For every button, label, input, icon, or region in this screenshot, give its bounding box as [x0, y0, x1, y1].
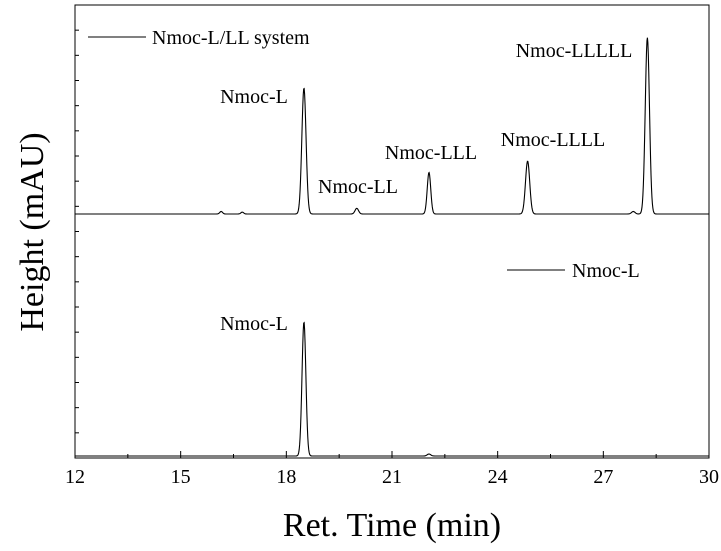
x-axis-ticks: 12 15 18 21 24 27 30: [65, 451, 719, 488]
traces: [75, 37, 709, 457]
x-tick-label: 12: [65, 466, 85, 488]
peak-label: Nmoc-L: [220, 313, 288, 335]
x-axis-label: Ret. Time (min): [283, 507, 501, 544]
legend-label: Nmoc-L: [572, 260, 640, 282]
plot-frame: [74, 4, 710, 459]
peak-label: Nmoc-LLLLL: [516, 40, 633, 62]
x-tick-label: 21: [382, 466, 402, 488]
peak-label: Nmoc-LLL: [385, 142, 477, 164]
peak-label: Nmoc-L: [220, 86, 288, 108]
trace-nmoc-l-ll-system: [75, 37, 709, 215]
y-axis-label: Height (mAU): [14, 132, 51, 331]
x-tick-label: 30: [699, 466, 719, 488]
peak-label: Nmoc-LLLL: [501, 129, 605, 151]
y-axis-minor-ticks: [75, 29, 79, 434]
peak-label: Nmoc-LL: [318, 176, 398, 198]
x-tick-label: 24: [488, 466, 508, 488]
legend-label: Nmoc-L/LL system: [152, 27, 310, 49]
trace-nmoc-l: [75, 321, 709, 457]
x-tick-label: 15: [171, 466, 191, 488]
x-tick-label: 18: [276, 466, 296, 488]
peak-annotations: Nmoc-L Nmoc-LL Nmoc-LLL Nmoc-LLLL Nmoc-LLLLL…: [220, 40, 632, 335]
legends: Nmoc-L/LL system Nmoc-L: [88, 27, 640, 282]
x-tick-label: 27: [593, 466, 613, 488]
